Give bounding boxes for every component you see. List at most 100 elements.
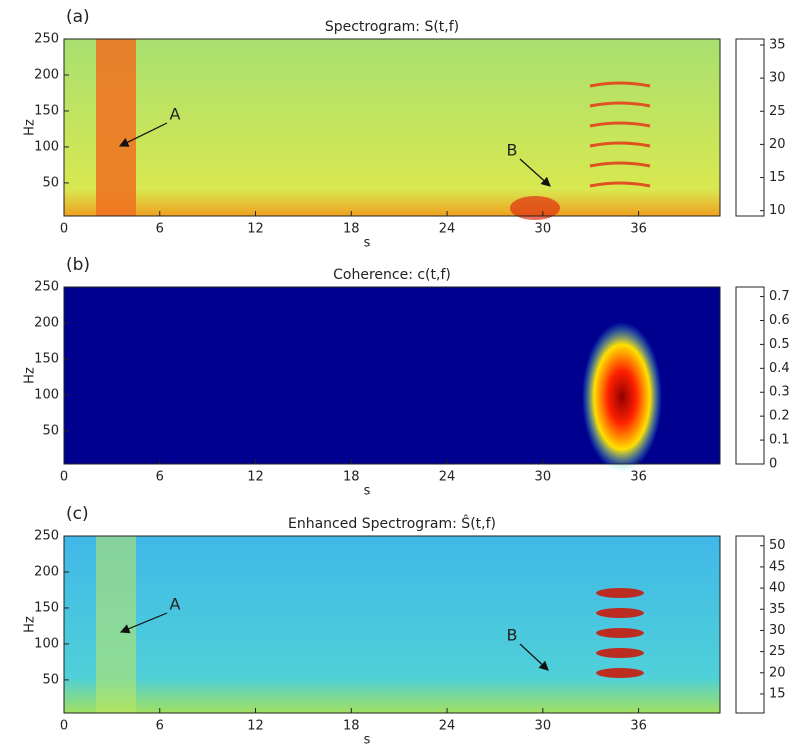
y-axis-label: Hz [23, 616, 38, 633]
texture [582, 322, 662, 472]
panel-label: (c) [66, 504, 89, 524]
colorbar-tick-label: 0.7 [769, 289, 790, 304]
x-axis-label: s [364, 484, 371, 499]
texture [596, 628, 644, 638]
colorbar-tick-label: 35 [769, 602, 786, 617]
colorbar-tick-label: 0.5 [769, 337, 790, 352]
colorbar-tick-label: 0 [769, 457, 777, 472]
annotation: A [170, 595, 181, 614]
colorbar [735, 286, 765, 465]
y-tick-label: 150 [34, 600, 59, 615]
heatmap-image [64, 536, 720, 713]
colorbar [735, 535, 765, 714]
x-tick-label: 24 [439, 470, 456, 485]
y-tick-label: 200 [34, 67, 59, 82]
texture [589, 121, 651, 128]
x-tick-label: 36 [630, 719, 647, 734]
x-axis-label: s [364, 236, 371, 251]
colorbar-tick-label: 20 [769, 665, 786, 680]
panel-title: Coherence: c(t,f) [333, 267, 451, 283]
colorbar-tick-label: 25 [769, 644, 786, 659]
annotation: A [170, 105, 181, 124]
colorbar-tick-label: 45 [769, 559, 786, 574]
colorbar-tick-label: 0.4 [769, 361, 790, 376]
x-tick-label: 18 [343, 222, 360, 237]
y-tick-label: 100 [34, 139, 59, 154]
y-tick-label: 200 [34, 315, 59, 330]
panel-title: Enhanced Spectrogram: Ŝ(t,f) [288, 514, 496, 532]
texture [589, 141, 651, 148]
x-tick-label: 12 [247, 719, 264, 734]
y-tick-label: 100 [34, 636, 59, 651]
colorbar-tick-label: 50 [769, 538, 786, 553]
texture [96, 536, 136, 713]
panel-label: (a) [66, 7, 90, 27]
x-tick-label: 0 [60, 470, 68, 485]
x-tick-label: 0 [60, 222, 68, 237]
colorbar-tick-label: 20 [769, 137, 786, 152]
annotation-arrow [519, 158, 551, 187]
x-tick-label: 12 [247, 470, 264, 485]
y-axis-label: Hz [23, 119, 38, 136]
annotation: B [507, 626, 518, 645]
x-axis-label: s [364, 733, 371, 748]
colorbar-tick-label: 15 [769, 686, 786, 701]
y-tick-label: 50 [42, 423, 59, 438]
x-tick-label: 0 [60, 719, 68, 734]
x-tick-label: 6 [156, 222, 164, 237]
x-tick-label: 18 [343, 470, 360, 485]
y-tick-label: 50 [42, 175, 59, 190]
colorbar-tick-label: 40 [769, 581, 786, 596]
colorbar-tick-label: 0.2 [769, 409, 790, 424]
annotation-arrow [119, 612, 168, 634]
colorbar-tick-label: 10 [769, 203, 786, 218]
panel-title: Spectrogram: S(t,f) [325, 19, 459, 35]
texture [589, 81, 651, 88]
y-tick-label: 150 [34, 351, 59, 366]
x-tick-label: 18 [343, 719, 360, 734]
x-tick-label: 6 [156, 719, 164, 734]
y-tick-label: 150 [34, 103, 59, 118]
y-tick-label: 250 [34, 529, 59, 544]
colorbar-tick-label: 30 [769, 623, 786, 638]
colorbar-tick-label: 25 [769, 104, 786, 119]
y-tick-label: 50 [42, 672, 59, 687]
colorbar [735, 38, 765, 217]
y-tick-label: 200 [34, 564, 59, 579]
colorbar-tick-label: 35 [769, 37, 786, 52]
x-tick-label: 36 [630, 222, 647, 237]
y-tick-label: 250 [34, 280, 59, 295]
colorbar-tick-label: 0.6 [769, 313, 790, 328]
colorbar-tick-label: 0.3 [769, 385, 790, 400]
panel-label: (b) [66, 255, 90, 275]
plot-frame [63, 286, 721, 465]
x-tick-label: 30 [535, 222, 552, 237]
x-tick-label: 6 [156, 470, 164, 485]
annotation-arrow [118, 122, 168, 147]
annotation: B [507, 141, 518, 160]
x-tick-label: 36 [630, 470, 647, 485]
texture [96, 39, 136, 216]
texture [510, 196, 560, 220]
plot-frame [63, 38, 721, 217]
x-tick-label: 12 [247, 222, 264, 237]
x-tick-label: 24 [439, 222, 456, 237]
x-tick-label: 24 [439, 719, 456, 734]
y-tick-label: 100 [34, 387, 59, 402]
texture [596, 668, 644, 678]
annotation-arrow [519, 643, 549, 671]
y-tick-label: 250 [34, 32, 59, 47]
x-tick-label: 30 [535, 470, 552, 485]
colorbar-tick-label: 15 [769, 170, 786, 185]
texture [596, 588, 644, 598]
colorbar-tick-label: 30 [769, 71, 786, 86]
plot-frame [63, 535, 721, 714]
texture [596, 648, 644, 658]
colorbar-tick-label: 0.1 [769, 433, 790, 448]
x-tick-label: 30 [535, 719, 552, 734]
y-axis-label: Hz [23, 367, 38, 384]
texture [589, 161, 651, 168]
texture [589, 181, 651, 188]
texture [596, 608, 644, 618]
